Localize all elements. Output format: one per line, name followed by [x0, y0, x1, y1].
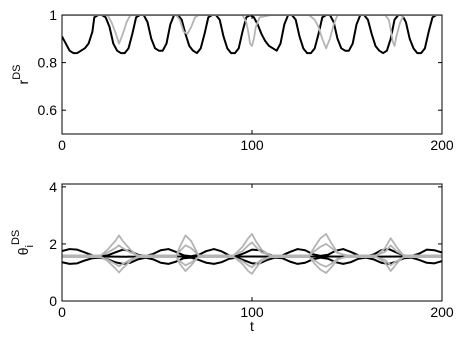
- y-axis-label-superscript: DS: [11, 65, 23, 80]
- series-line-1: [62, 15, 442, 50]
- x-tick-label: 0: [58, 137, 66, 153]
- x-tick-label: 200: [430, 304, 454, 320]
- y-tick-label: 1: [49, 7, 57, 23]
- series-line-0: [62, 15, 442, 55]
- y-tick-label: 0.6: [38, 102, 58, 118]
- x-tick-label: 100: [240, 304, 264, 320]
- y-axis-label: rDS: [11, 65, 31, 85]
- x-axis-label: t: [250, 318, 254, 334]
- y-tick-label: 2: [49, 236, 57, 252]
- x-tick-label: 0: [58, 304, 66, 320]
- top-plot-panel: 0 100 200 0.6 0.8 1 rDS: [11, 7, 454, 153]
- y-axis-label-main: θ: [15, 247, 31, 255]
- y-axis-label-main: r: [15, 79, 31, 84]
- y-tick-label: 0: [49, 293, 57, 309]
- y-tick-label: 4: [49, 179, 57, 195]
- bottom-plot-panel: 0 100 200 0 2 4 θiDS t: [10, 179, 454, 334]
- y-axis-label-subscript: i: [24, 245, 36, 247]
- series-group: [62, 15, 442, 55]
- y-axis-label: θiDS: [10, 230, 36, 256]
- series-line-4: [62, 255, 442, 275]
- series-line-6: [62, 256, 442, 269]
- series-line-5: [62, 241, 442, 257]
- plot-frame: [61, 14, 443, 135]
- y-tick-label: 0.8: [38, 55, 58, 71]
- series-line-1: [62, 256, 442, 265]
- y-axis-label-superscript: DS: [10, 230, 22, 245]
- x-tick-label: 100: [240, 137, 264, 153]
- x-tick-label: 200: [430, 137, 454, 153]
- series-group: [62, 233, 442, 275]
